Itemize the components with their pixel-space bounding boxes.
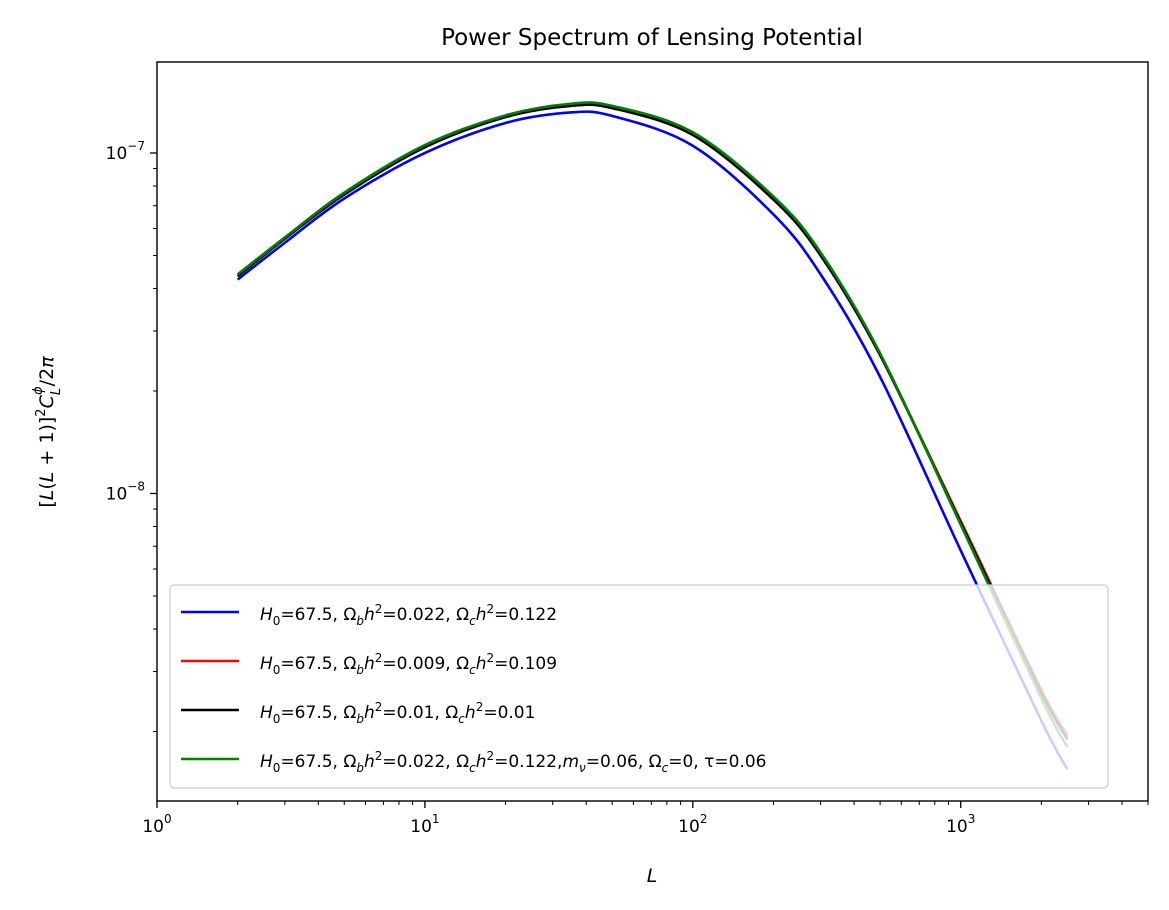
series-lines <box>236 101 1069 770</box>
y-tick-label: 10−8 <box>106 479 145 504</box>
x-tick-label: 100 <box>142 812 171 837</box>
legend-entry-3: H0=67.5, Ωbh2=0.01, Ωch2=0.01 <box>181 700 535 726</box>
plot-frame <box>156 61 1149 802</box>
legend: H0=67.5, Ωbh2=0.022, Ωch2=0.122 H0=67.5,… <box>169 584 1109 789</box>
x-axis-ticks: 100 101 102 103 <box>142 801 1149 837</box>
legend-entry-1: H0=67.5, Ωbh2=0.022, Ωch2=0.122 <box>181 602 557 628</box>
legend-entry-4: H0=67.5, Ωbh2=0.022, Ωch2=0.122,mν=0.06,… <box>181 749 766 775</box>
x-axis-label: L <box>647 865 658 887</box>
svg-text:H0=67.5, Ωbh2=0.009, Ωch2=0.10: H0=67.5, Ωbh2=0.009, Ωch2=0.109 <box>260 651 557 677</box>
svg-text:H0=67.5, Ωbh2=0.022, Ωch2=0.12: H0=67.5, Ωbh2=0.022, Ωch2=0.122 <box>260 602 557 628</box>
x-tick-label: 102 <box>678 812 707 837</box>
svg-text:H0=67.5, Ωbh2=0.01, Ωch2=0.01: H0=67.5, Ωbh2=0.01, Ωch2=0.01 <box>260 700 535 726</box>
plot-area: 100 101 102 103 10−8 10−7 <box>106 61 1149 837</box>
x-tick-label: 101 <box>410 812 439 837</box>
y-axis-ticks: 10−8 10−7 <box>106 139 157 732</box>
series-line-4 <box>236 101 1069 748</box>
y-tick-label: 10−7 <box>106 139 145 164</box>
legend-box <box>169 584 1109 789</box>
chart-title: Power Spectrum of Lensing Potential <box>441 25 863 51</box>
legend-entry-2: H0=67.5, Ωbh2=0.009, Ωch2=0.109 <box>181 651 557 677</box>
svg-text:H0=67.5, Ωbh2=0.022, Ωch2=0.12: H0=67.5, Ωbh2=0.022, Ωch2=0.122,mν=0.06,… <box>260 749 766 775</box>
series-line-1 <box>236 110 1069 770</box>
x-tick-label: 103 <box>946 812 975 837</box>
